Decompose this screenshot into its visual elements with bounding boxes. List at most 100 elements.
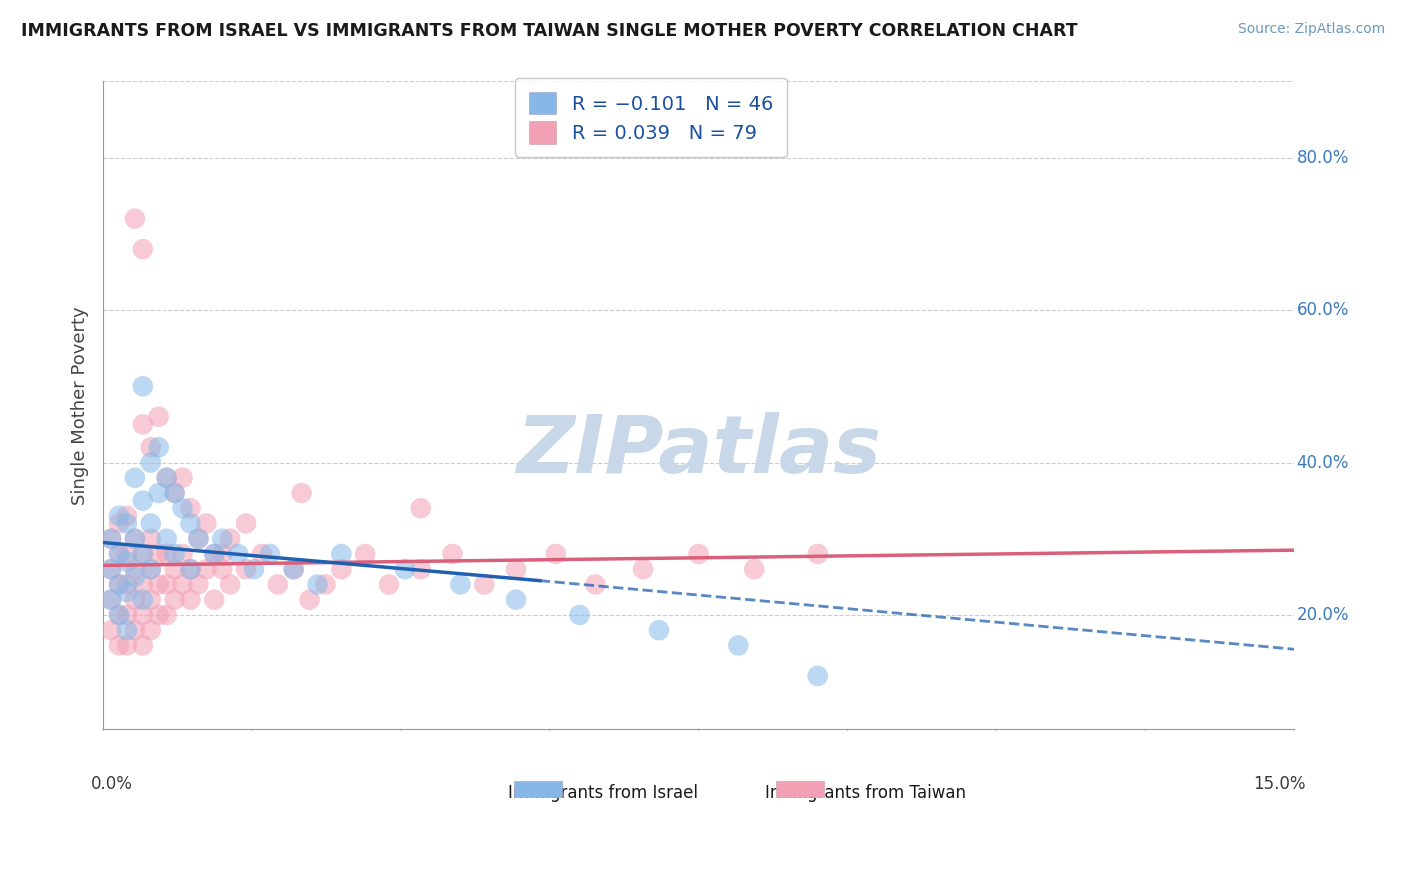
Point	[139, 562, 162, 576]
Text: 60.0%: 60.0%	[1296, 301, 1348, 319]
Point	[807, 669, 830, 683]
Point	[139, 532, 162, 546]
Text: 80.0%: 80.0%	[1296, 149, 1348, 167]
Point	[163, 547, 186, 561]
Point	[172, 471, 194, 485]
Point	[195, 516, 218, 531]
Point	[179, 516, 201, 531]
Point	[124, 532, 146, 546]
Point	[243, 562, 266, 576]
Point	[648, 623, 671, 637]
Point	[235, 562, 257, 576]
Point	[115, 516, 138, 531]
Text: Immigrants from Taiwan: Immigrants from Taiwan	[765, 784, 966, 802]
Point	[108, 547, 131, 561]
Point	[115, 547, 138, 561]
Point	[187, 532, 209, 546]
Point	[291, 486, 314, 500]
Point	[148, 440, 170, 454]
Point	[259, 547, 281, 561]
Point	[211, 547, 233, 561]
Point	[139, 623, 162, 637]
Point	[283, 562, 305, 576]
Point	[307, 577, 329, 591]
Point	[132, 417, 155, 432]
Point	[568, 607, 591, 622]
Point	[202, 547, 225, 561]
Point	[156, 471, 179, 485]
Point	[202, 547, 225, 561]
Point	[172, 577, 194, 591]
Point	[179, 501, 201, 516]
Point	[132, 577, 155, 591]
Point	[354, 547, 377, 561]
Point	[108, 547, 131, 561]
Point	[219, 577, 242, 591]
Point	[742, 562, 765, 576]
Point	[108, 516, 131, 531]
Point	[195, 562, 218, 576]
Point	[124, 562, 146, 576]
Point	[314, 577, 336, 591]
Point	[115, 607, 138, 622]
Point	[163, 592, 186, 607]
Point	[187, 532, 209, 546]
Point	[449, 577, 471, 591]
Point	[148, 577, 170, 591]
Point	[139, 516, 162, 531]
Point	[115, 639, 138, 653]
Point	[172, 547, 194, 561]
Text: 0.0%: 0.0%	[91, 774, 134, 793]
Point	[132, 639, 155, 653]
Legend: R = −0.101   N = 46, R = 0.039   N = 79: R = −0.101 N = 46, R = 0.039 N = 79	[516, 78, 787, 157]
Point	[108, 607, 131, 622]
Point	[163, 562, 186, 576]
Point	[132, 547, 155, 561]
Point	[100, 592, 122, 607]
Point	[139, 440, 162, 454]
Point	[108, 577, 131, 591]
Point	[472, 577, 495, 591]
Point	[132, 242, 155, 256]
Point	[108, 508, 131, 523]
Point	[148, 486, 170, 500]
Point	[108, 639, 131, 653]
Point	[267, 577, 290, 591]
Point	[163, 486, 186, 500]
Point	[235, 516, 257, 531]
Point	[124, 592, 146, 607]
Point	[139, 592, 162, 607]
Point	[108, 607, 131, 622]
Point	[132, 547, 155, 561]
Text: 40.0%: 40.0%	[1296, 453, 1348, 472]
Point	[148, 547, 170, 561]
Point	[187, 577, 209, 591]
Point	[124, 471, 146, 485]
Point	[688, 547, 710, 561]
FancyBboxPatch shape	[776, 781, 824, 797]
Point	[219, 532, 242, 546]
Point	[394, 562, 416, 576]
Point	[727, 639, 749, 653]
Point	[156, 532, 179, 546]
Point	[211, 532, 233, 546]
Point	[156, 607, 179, 622]
Point	[108, 577, 131, 591]
Point	[115, 585, 138, 599]
Point	[409, 501, 432, 516]
Point	[298, 592, 321, 607]
Point	[409, 562, 432, 576]
Point	[100, 532, 122, 546]
Text: Immigrants from Israel: Immigrants from Israel	[509, 784, 699, 802]
Point	[139, 562, 162, 576]
Point	[156, 471, 179, 485]
Text: IMMIGRANTS FROM ISRAEL VS IMMIGRANTS FROM TAIWAN SINGLE MOTHER POVERTY CORRELATI: IMMIGRANTS FROM ISRAEL VS IMMIGRANTS FRO…	[21, 22, 1078, 40]
Point	[179, 562, 201, 576]
Point	[100, 562, 122, 576]
Point	[148, 607, 170, 622]
Point	[139, 456, 162, 470]
Y-axis label: Single Mother Poverty: Single Mother Poverty	[72, 306, 89, 505]
Point	[115, 623, 138, 637]
Point	[378, 577, 401, 591]
Point	[115, 555, 138, 569]
